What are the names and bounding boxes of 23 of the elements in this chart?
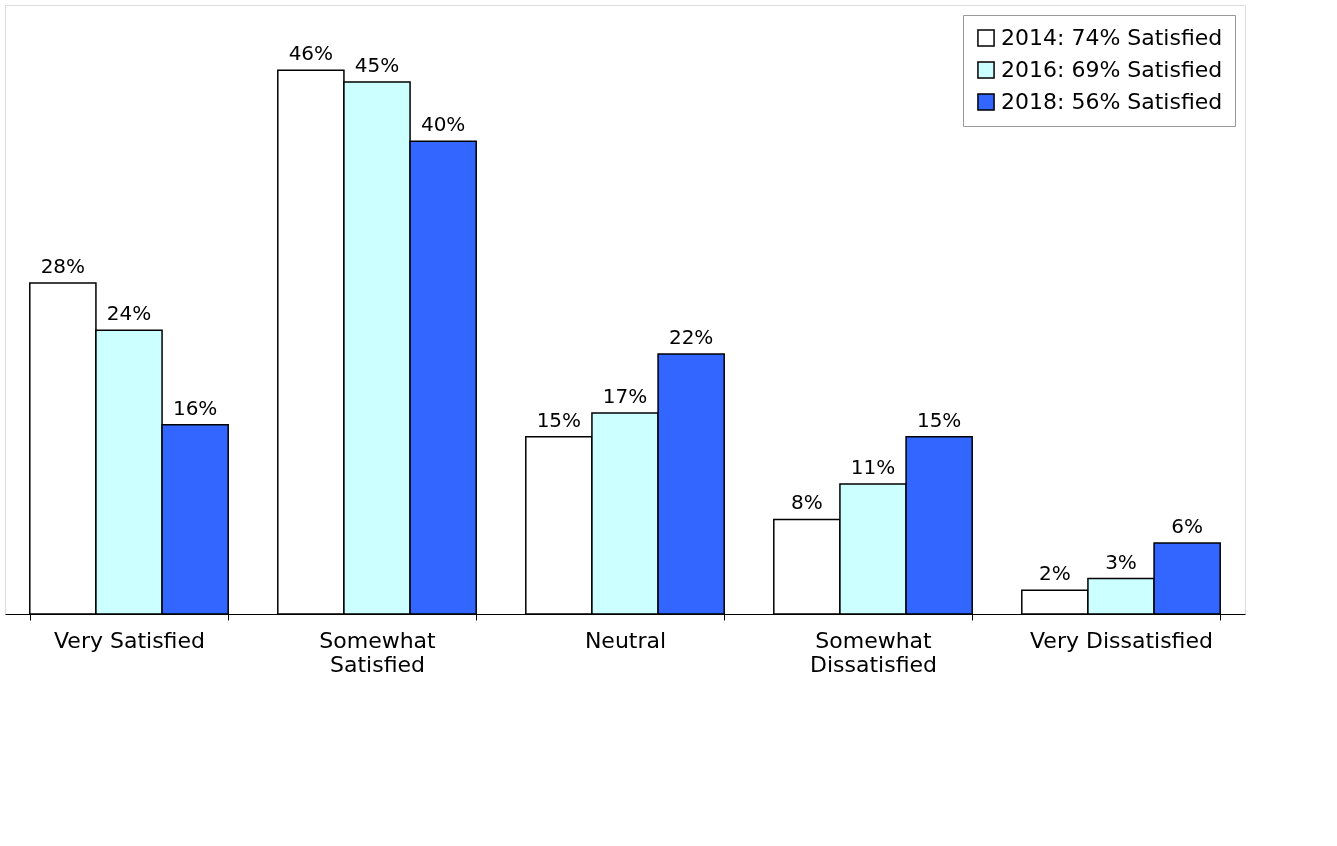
data-label: 17% [602, 384, 648, 409]
data-label: 15% [916, 407, 962, 432]
x-tick-label: Neutral [584, 627, 667, 653]
data-label: 22% [668, 324, 714, 349]
data-label: 3% [1105, 549, 1137, 574]
data-label: 15% [536, 407, 582, 432]
x-tick-label: Somewhat Dissatisfied [809, 627, 938, 677]
data-label: 2% [1039, 561, 1071, 586]
data-label: 24% [106, 301, 152, 326]
data-label: 28% [40, 254, 86, 279]
x-tick-label: Very Dissatisfied [1030, 627, 1213, 653]
data-label: 40% [420, 112, 466, 137]
data-label: 8% [791, 490, 823, 515]
data-label: 45% [354, 53, 400, 78]
data-label: 6% [1171, 514, 1203, 539]
x-tick-label: Very Satisfied [54, 627, 205, 653]
data-label: 46% [288, 41, 334, 66]
data-label: 16% [172, 395, 218, 420]
x-tick-label: Somewhat Satisfied [319, 627, 437, 677]
legend-label: 2016: 69% Satisfied [1001, 57, 1223, 82]
legend-label: 2018: 56% Satisfied [1001, 89, 1223, 114]
data-label: 11% [850, 454, 896, 479]
legend-label: 2014: 74% Satisfied [1001, 25, 1223, 50]
